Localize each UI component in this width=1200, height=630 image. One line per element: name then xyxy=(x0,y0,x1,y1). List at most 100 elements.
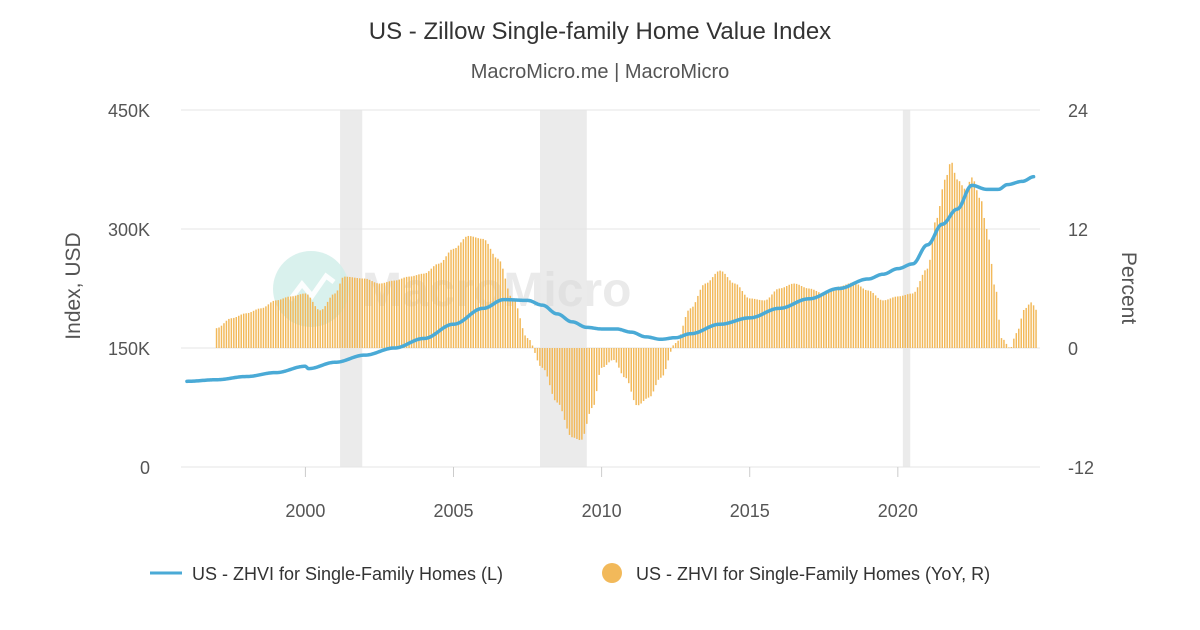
yoy-bar xyxy=(613,348,615,360)
yoy-bar xyxy=(847,283,850,348)
yoy-bar xyxy=(349,276,351,348)
yoy-bar xyxy=(615,348,618,363)
yoy-bar xyxy=(729,280,731,348)
yoy-bar xyxy=(956,179,958,348)
yoy-bar xyxy=(968,181,971,348)
yoy-bar xyxy=(689,308,692,348)
yoy-bar xyxy=(625,348,628,379)
yoy-bar xyxy=(902,295,904,348)
yoy-bar xyxy=(781,288,783,348)
yoy-bar xyxy=(368,279,371,348)
yoy-bar xyxy=(716,271,719,348)
yoy-bar xyxy=(595,348,598,392)
yoy-bar xyxy=(790,283,793,348)
yoy-bar xyxy=(697,295,699,348)
yoy-bar xyxy=(813,289,815,348)
yoy-bar xyxy=(497,258,499,348)
yoy-bar xyxy=(378,283,381,348)
yoy-bar xyxy=(568,348,571,435)
yoy-bar xyxy=(756,299,758,348)
yoy-bar xyxy=(302,293,304,348)
yoy-bar xyxy=(677,340,679,348)
yoy-bar xyxy=(600,348,603,368)
yoy-bar xyxy=(279,299,282,348)
yoy-bar xyxy=(336,290,339,348)
yoy-bar xyxy=(899,296,902,348)
yoy-bar xyxy=(734,283,736,348)
yoy-bar xyxy=(467,235,470,348)
yoy-bar xyxy=(877,297,879,348)
left-axis-ticks: 0 150K 300K 450K xyxy=(108,101,150,478)
x-tick-label: 2000 xyxy=(285,501,325,521)
gridlines xyxy=(181,109,1040,468)
yoy-bar xyxy=(1032,305,1035,348)
yoy-bar xyxy=(795,283,798,348)
yoy-bar xyxy=(531,345,534,348)
legend-item-line[interactable]: US - ZHVI for Single-Family Homes (L) xyxy=(150,564,503,584)
yoy-bar xyxy=(553,348,556,401)
yoy-bar xyxy=(245,313,247,348)
yoy-bar xyxy=(228,318,230,348)
yoy-bar xyxy=(766,299,768,348)
right-axis-ticks: -12 0 12 24 xyxy=(1068,101,1094,478)
yoy-bar xyxy=(692,306,694,348)
yoy-bar xyxy=(719,270,721,348)
yoy-bar xyxy=(262,307,265,348)
yoy-bar xyxy=(889,298,892,348)
yoy-bar xyxy=(576,348,578,439)
yoy-bar xyxy=(225,320,228,348)
yoy-bar xyxy=(388,281,391,348)
yoy-bar xyxy=(284,297,287,348)
legend: US - ZHVI for Single-Family Homes (L) US… xyxy=(150,563,990,584)
yoy-bar xyxy=(450,249,452,348)
yoy-bar xyxy=(1013,338,1015,348)
legend-item-bars[interactable]: US - ZHVI for Single-Family Homes (YoY, … xyxy=(602,563,990,584)
yoy-bar xyxy=(472,236,474,348)
yoy-bar xyxy=(976,190,978,348)
yoy-bar xyxy=(558,348,561,405)
yoy-bar xyxy=(862,288,865,348)
yoy-bar xyxy=(428,271,430,348)
yoy-bar xyxy=(536,348,539,361)
recession-band-0 xyxy=(340,110,363,467)
yoy-bar xyxy=(581,348,583,440)
yoy-bar xyxy=(778,288,781,348)
yoy-bar xyxy=(981,201,983,348)
yoy-bar xyxy=(309,297,312,348)
yoy-bar xyxy=(657,348,660,380)
yoy-bar xyxy=(921,274,924,348)
yoy-bar xyxy=(272,300,275,348)
yoy-bar xyxy=(586,348,588,424)
yoy-bar xyxy=(341,277,344,348)
yoy-bar xyxy=(827,291,830,348)
chart-title: US - Zillow Single-family Home Value Ind… xyxy=(369,18,831,45)
yoy-bar xyxy=(561,348,563,412)
yoy-bar xyxy=(282,298,284,348)
zhvi-line-layer xyxy=(185,174,1036,384)
yoy-bar xyxy=(776,289,778,348)
yoy-bar xyxy=(610,348,613,361)
yoy-bar xyxy=(642,348,645,402)
yoy-bar xyxy=(267,304,270,348)
yoy-bar xyxy=(1005,343,1008,348)
yoy-bar xyxy=(640,348,642,404)
yoy-bar xyxy=(897,296,899,348)
yoy-bar xyxy=(287,296,289,348)
yoy-bar xyxy=(623,348,625,378)
yoy-bar xyxy=(376,283,378,348)
yoy-bar xyxy=(672,345,674,348)
yoy-bar xyxy=(524,335,526,348)
yoy-bar xyxy=(694,302,697,348)
x-tick-label: 2010 xyxy=(582,501,622,521)
yoy-bar xyxy=(492,253,494,348)
yoy-bar xyxy=(869,291,872,348)
left-tick-label: 450K xyxy=(108,101,150,121)
yoy-bar xyxy=(815,290,818,348)
yoy-bar xyxy=(783,287,786,348)
yoy-bar xyxy=(539,348,541,366)
yoy-bar xyxy=(687,310,689,348)
yoy-bar xyxy=(405,276,408,348)
yoy-bar xyxy=(1015,333,1018,348)
yoy-bar xyxy=(665,348,667,370)
yoy-bar xyxy=(319,310,321,348)
